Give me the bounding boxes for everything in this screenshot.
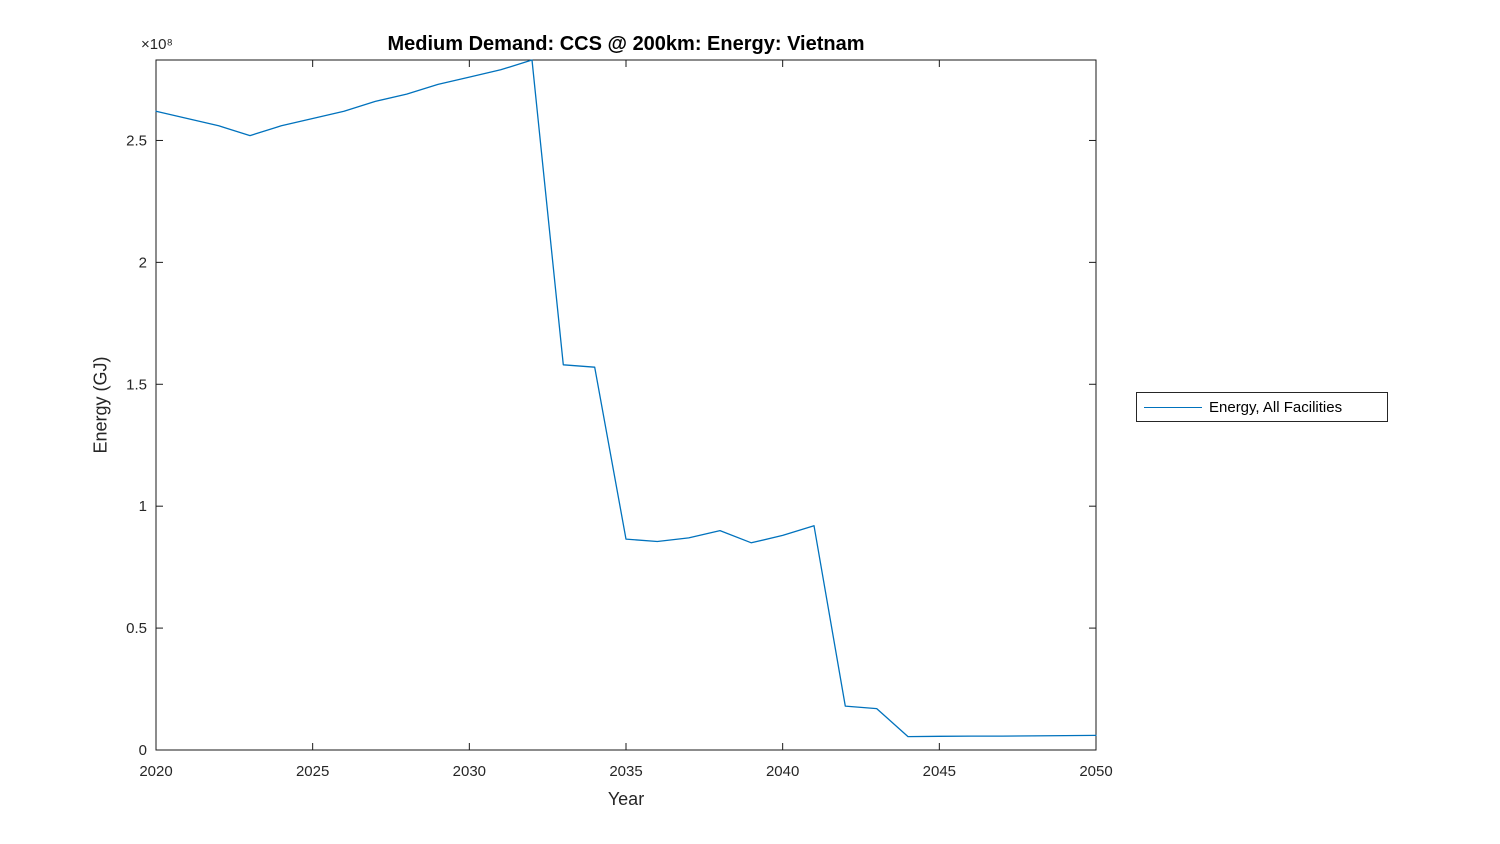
x-axis-label: Year (607, 789, 645, 809)
y-axis-label: Energy (GJ) (90, 356, 111, 454)
legend-line-sample (1144, 406, 1202, 408)
x-tick-label: 2020 (139, 763, 172, 780)
chart-title: Medium Demand: CCS @ 200km: Energy: Viet… (387, 33, 865, 55)
x-tick-label: 2025 (296, 763, 329, 780)
x-tick-label: 2050 (1079, 763, 1112, 780)
y-tick-label: 1.5 (126, 376, 147, 393)
data-line (155, 59, 1097, 738)
y-tick-label: 1 (139, 498, 147, 515)
y-tick-label: 0 (139, 742, 147, 759)
x-tick-label: 2035 (609, 763, 642, 780)
x-tick-label: 2030 (453, 763, 486, 780)
x-tick-label: 2040 (766, 763, 799, 780)
y-tick-label: 0.5 (126, 620, 147, 637)
axes-box (155, 59, 1097, 751)
y-tick-label: 2 (139, 254, 147, 271)
legend-entry-label: Energy, All Facilities (1209, 398, 1343, 416)
x-tick-label: 2045 (923, 763, 956, 780)
legend-box: Energy, All Facilities (1136, 392, 1388, 422)
y-tick-label: 2.5 (126, 132, 147, 149)
y-axis-exponent-label: ×10⁸ (141, 36, 173, 53)
